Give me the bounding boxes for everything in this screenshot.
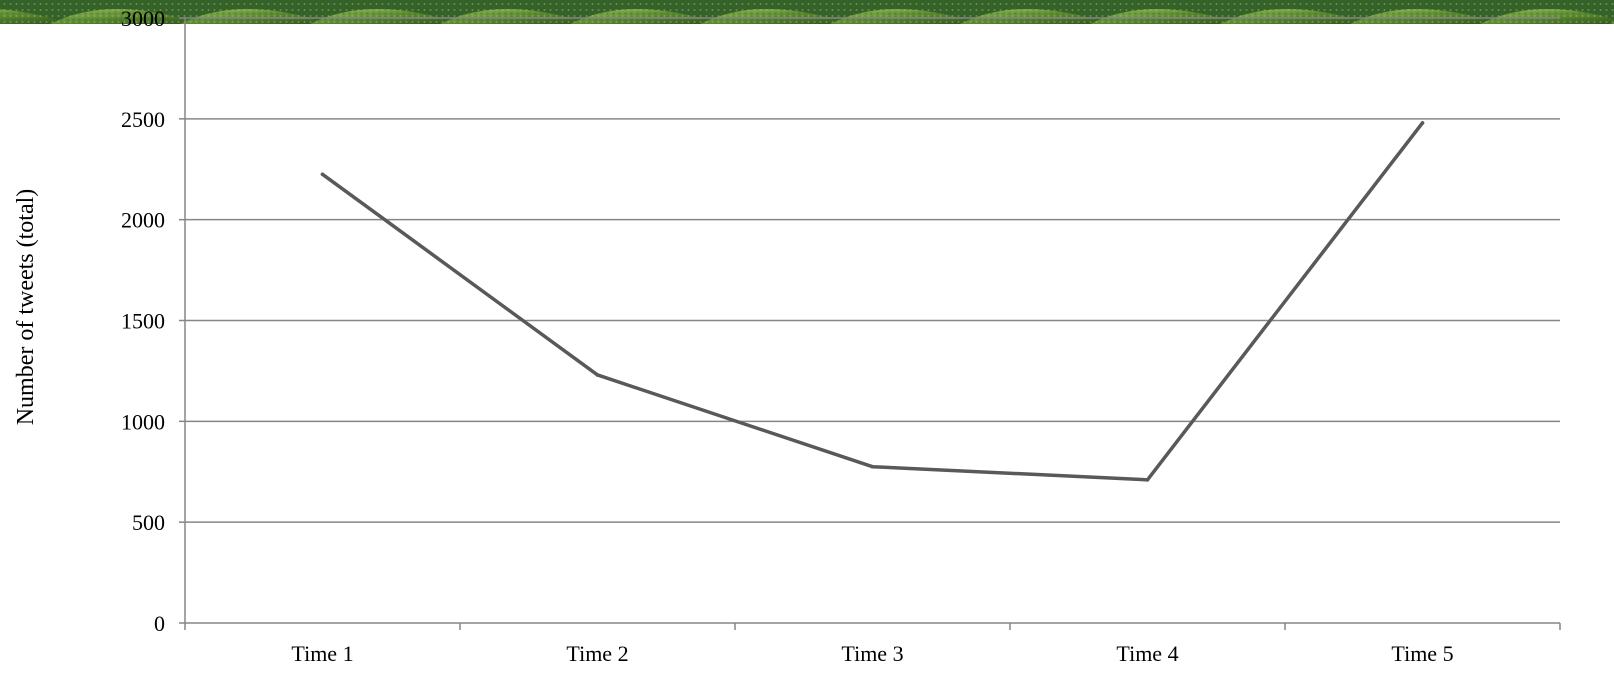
data-point [1420, 121, 1425, 125]
y-tick-labels: 0 500 1000 1500 2000 2500 3000 [121, 6, 165, 636]
tea-field-banner-image [0, 0, 1614, 24]
y-tick-label: 1500 [121, 309, 165, 334]
y-tick-label: 500 [132, 510, 165, 535]
x-tick-label: Time 2 [566, 641, 628, 666]
y-tick-label: 2500 [121, 107, 165, 132]
data-point [1145, 478, 1150, 482]
y-tick-label: 3000 [121, 6, 165, 31]
y-tick-label: 2000 [121, 208, 165, 233]
axes [179, 17, 1561, 630]
grid-lines [185, 17, 1560, 523]
series-line [320, 121, 1425, 482]
data-point [870, 464, 875, 469]
x-tick-label: Time 5 [1391, 641, 1453, 666]
x-tick-label: Time 3 [841, 641, 903, 666]
x-tick-label: Time 4 [1116, 641, 1178, 666]
x-tick-label: Time 1 [291, 641, 353, 666]
x-tick-labels: Time 1 Time 2 Time 3 Time 4 Time 5 [291, 641, 1453, 666]
y-tick-label: 0 [154, 611, 165, 636]
data-point [595, 373, 600, 377]
y-tick-label: 1000 [121, 409, 165, 434]
series-lines [320, 121, 1425, 482]
y-axis-title: Number of tweets (total) [13, 189, 39, 426]
data-point [320, 172, 325, 177]
